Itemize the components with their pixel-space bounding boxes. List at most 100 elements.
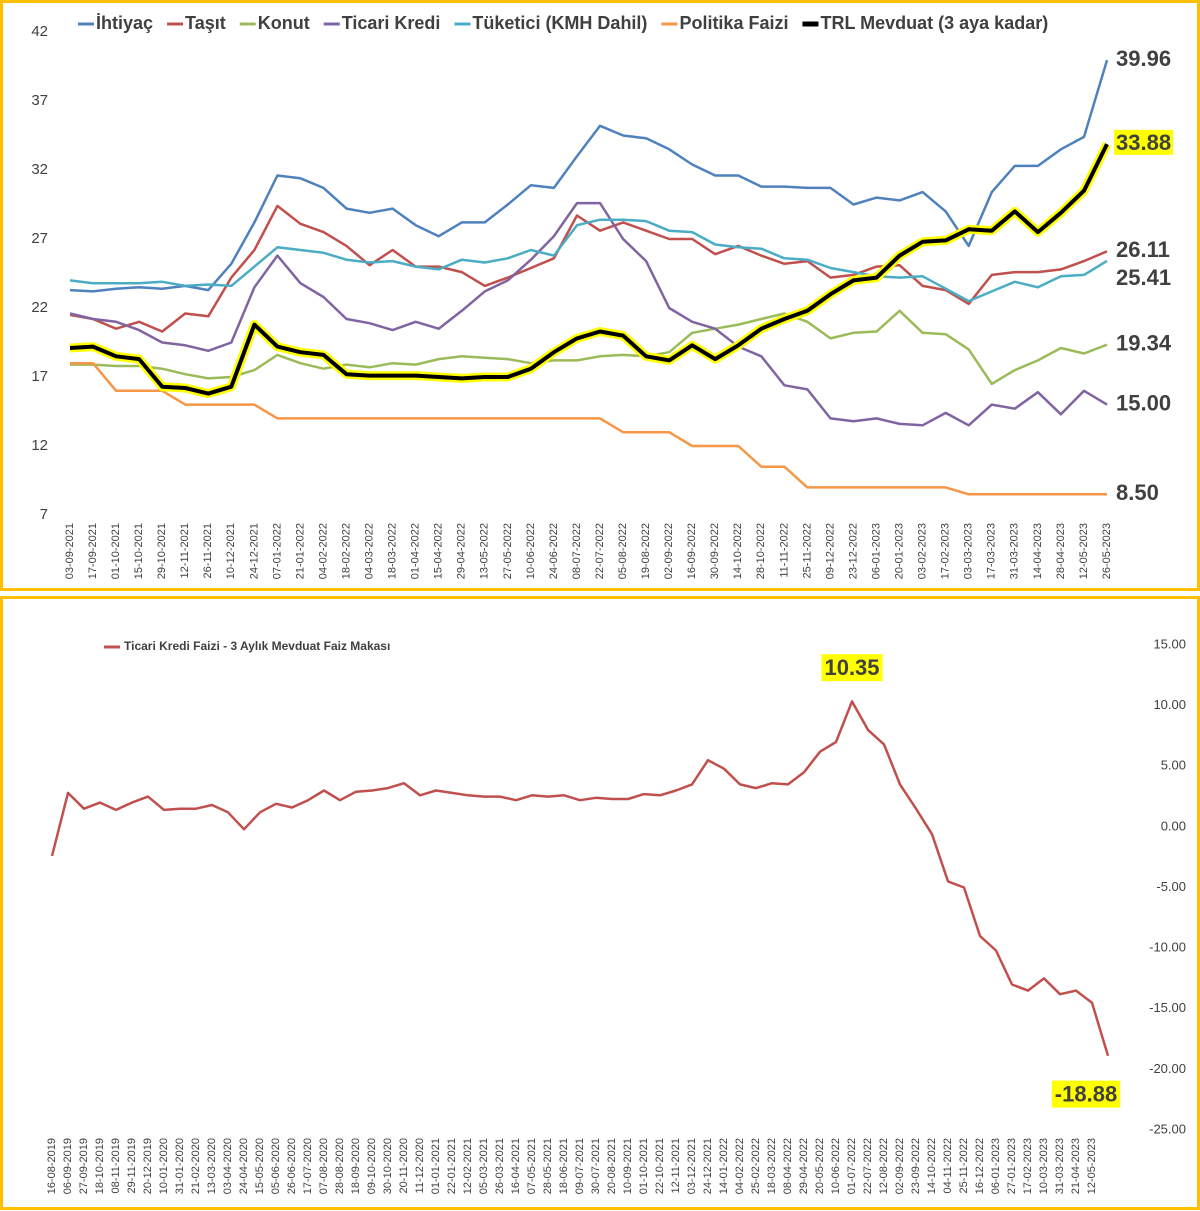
end-label: 19.34 <box>1116 331 1172 356</box>
x-tick-label: 20-01-2023 <box>894 523 906 579</box>
y-tick-label: 42 <box>31 23 48 40</box>
x-tick-label: 28-04-2023 <box>1055 523 1067 579</box>
x-tick-label: 20-08-2021 <box>606 1138 618 1194</box>
x-tick-label: 12-05-2023 <box>1086 1138 1098 1194</box>
x-tick-label: 23-09-2022 <box>910 1138 922 1194</box>
x-tick-label: 07-05-2021 <box>526 1138 538 1194</box>
end-label: 15.00 <box>1116 390 1171 415</box>
y-tick-label: 32 <box>31 161 48 178</box>
y-tick-label: 15.00 <box>1153 636 1186 651</box>
x-tick-label: 29-04-2022 <box>456 523 468 579</box>
x-tick-label: 16-04-2021 <box>510 1138 522 1194</box>
x-tick-label: 26-06-2020 <box>286 1138 298 1194</box>
x-tick-label: 21-02-2020 <box>190 1138 202 1194</box>
legend-label: TRL Mevduat (3 aya kadar) <box>820 13 1048 33</box>
x-tick-label: 10-03-2023 <box>1038 1138 1050 1194</box>
x-tick-label: 18-03-2022 <box>766 1138 778 1194</box>
x-tick-label: 17-02-2023 <box>940 523 952 579</box>
x-tick-label: 17-09-2021 <box>87 523 99 579</box>
series-line <box>69 218 1108 303</box>
x-tick-label: 25-11-2022 <box>801 523 813 578</box>
x-tick-label: 27-05-2022 <box>502 523 514 579</box>
x-tick-label: 17-03-2023 <box>986 523 998 579</box>
end-label: 8.50 <box>1116 480 1159 505</box>
x-tick-label: 05-06-2020 <box>270 1138 282 1194</box>
x-tick-label: 28-10-2022 <box>755 523 767 579</box>
x-tick-label: 24-12-2021 <box>702 1138 714 1194</box>
x-tick-label: 27-01-2023 <box>1006 1138 1018 1194</box>
x-tick-label: 10-01-2020 <box>158 1138 170 1194</box>
x-tick-label: 26-11-2021 <box>202 523 214 578</box>
x-tick-label: 12-11-2021 <box>670 1138 682 1193</box>
x-tick-label: 23-12-2022 <box>847 523 859 579</box>
x-tick-label: 18-03-2022 <box>387 523 399 579</box>
x-tick-label: 12-08-2022 <box>878 1138 890 1194</box>
legend-label: Politika Faizi <box>679 13 788 33</box>
x-tick-label: 26-03-2021 <box>494 1138 506 1194</box>
x-tick-label: 14-04-2023 <box>1032 523 1044 579</box>
x-tick-label: 03-12-2021 <box>686 1138 698 1194</box>
x-tick-label: 10-06-2022 <box>525 523 537 579</box>
x-tick-label: 22-10-2021 <box>654 1138 666 1194</box>
x-tick-label: 03-03-2023 <box>963 523 975 579</box>
legend-label: Tüketici (KMH Dahil) <box>472 13 647 33</box>
x-tick-label: 24-12-2021 <box>248 523 260 579</box>
value-annotation-bg <box>821 654 883 682</box>
x-tick-label: 31-03-2023 <box>1054 1138 1066 1194</box>
x-tick-label: 11-12-2020 <box>414 1138 426 1193</box>
end-label-text: 33.88 <box>1116 130 1171 155</box>
x-tick-label: 06-09-2019 <box>62 1138 74 1194</box>
x-tick-label: 09-07-2021 <box>574 1138 586 1194</box>
x-tick-label: 11-11-2022 <box>778 523 790 578</box>
x-tick-label: 14-10-2022 <box>926 1138 938 1194</box>
x-tick-label: 30-07-2021 <box>590 1138 602 1194</box>
value-annotation-text: -18.88 <box>1055 1082 1117 1107</box>
legend-label: Ticari Kredi <box>342 13 441 33</box>
x-tick-label: 12-02-2021 <box>462 1138 474 1194</box>
x-tick-label: 18-02-2022 <box>340 523 352 579</box>
x-tick-label: 25-11-2022 <box>958 1138 970 1193</box>
legend-label: Taşıt <box>185 13 226 33</box>
x-tick-label: 10-06-2022 <box>830 1138 842 1194</box>
x-tick-label: 16-12-2022 <box>974 1138 986 1194</box>
x-tick-label: 28-08-2020 <box>334 1138 346 1194</box>
x-tick-label: 31-03-2023 <box>1009 523 1021 579</box>
legend-label: İhtiyaç <box>96 13 153 33</box>
x-tick-label: 30-10-2020 <box>382 1138 394 1194</box>
series-line <box>50 700 1110 1057</box>
series-line <box>69 201 1108 427</box>
x-tick-label: 21-04-2023 <box>1070 1138 1082 1194</box>
end-label: 25.41 <box>1116 265 1171 290</box>
y-tick-label: -10.00 <box>1149 940 1186 955</box>
x-tick-label: 09-10-2020 <box>366 1138 378 1194</box>
x-tick-label: 24-06-2022 <box>548 523 560 579</box>
panel-border <box>0 596 1200 1210</box>
x-tick-label: 13-03-2020 <box>206 1138 218 1194</box>
x-tick-label: 18-09-2020 <box>350 1138 362 1194</box>
x-tick-label: 20-12-2019 <box>142 1138 154 1194</box>
x-tick-label: 14-10-2022 <box>732 523 744 579</box>
y-tick-label: 7 <box>40 506 48 523</box>
y-tick-label: -25.00 <box>1149 1121 1186 1136</box>
x-tick-label: 22-01-2021 <box>446 1138 458 1194</box>
x-tick-label: 06-01-2023 <box>870 523 882 579</box>
end-label-text: 39.96 <box>1116 46 1171 71</box>
x-tick-label: 16-09-2022 <box>686 523 698 579</box>
end-label-bg <box>1114 129 1174 155</box>
y-tick-label: 10.00 <box>1153 697 1186 712</box>
value-annotation-text: 10.35 <box>824 655 879 680</box>
x-tick-label: 17-02-2023 <box>1022 1138 1034 1194</box>
end-label: 33.88 <box>1114 129 1174 155</box>
x-tick-label: 05-08-2022 <box>617 523 629 579</box>
x-tick-label: 07-08-2020 <box>318 1138 330 1194</box>
y-tick-label: -5.00 <box>1156 879 1186 894</box>
end-label-text: 26.11 <box>1116 237 1170 262</box>
x-tick-label: 18-06-2021 <box>558 1138 570 1194</box>
x-tick-label: 24-04-2020 <box>238 1138 250 1194</box>
value-annotation: -18.88 <box>1051 1080 1121 1108</box>
end-label-text: 19.34 <box>1116 331 1172 356</box>
x-tick-label: 04-03-2022 <box>363 523 375 579</box>
end-label: 26.11 <box>1116 237 1170 262</box>
x-tick-label: 21-01-2022 <box>294 523 306 579</box>
x-tick-label: 30-09-2022 <box>709 523 721 579</box>
